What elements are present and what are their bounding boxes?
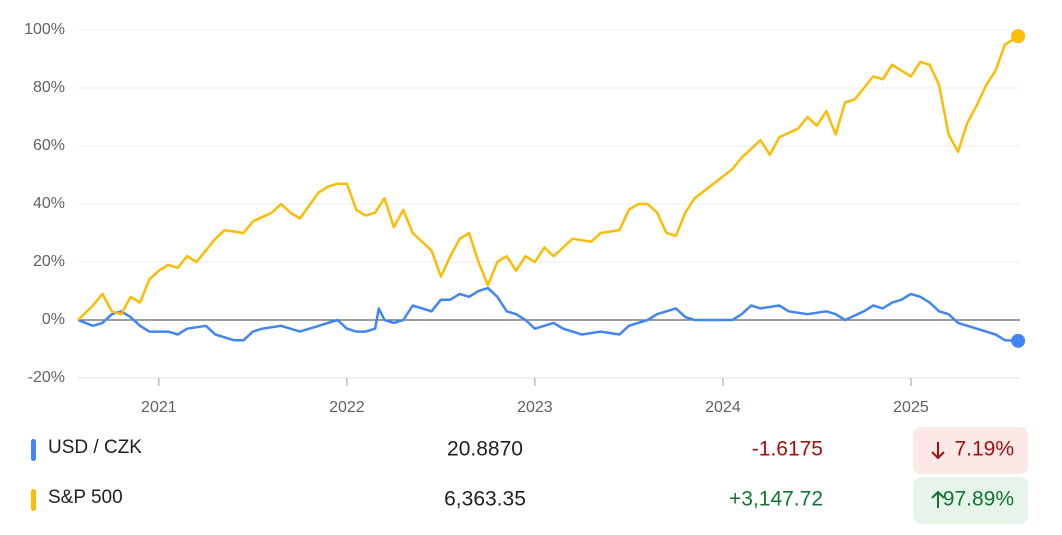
- percent: 97.89%: [943, 488, 1014, 511]
- x-tick-label: 2021: [141, 399, 177, 416]
- y-tick-label: 40%: [33, 195, 65, 212]
- series-line: [77, 286, 1019, 343]
- x-tick-label: 2025: [893, 399, 929, 416]
- x-tick-label: 2024: [705, 399, 741, 416]
- percent-badge: [913, 427, 1028, 474]
- legend-label: USD / CZK: [48, 437, 142, 458]
- y-tick-label: 20%: [33, 253, 65, 270]
- y-tick-label: 60%: [33, 137, 65, 154]
- y-tick-label: 0%: [42, 311, 65, 328]
- series-line: [77, 35, 1019, 321]
- price: 20.8870: [447, 438, 523, 461]
- percent-badge: [913, 477, 1028, 524]
- change: +3,147.72: [729, 488, 823, 511]
- arrow-icon: [931, 442, 945, 460]
- legend-label: S&P 500: [48, 487, 123, 508]
- change: -1.6175: [752, 438, 823, 461]
- arrow-icon: [931, 490, 945, 508]
- y-tick-label: -20%: [28, 369, 65, 386]
- legend-swatch: [31, 489, 36, 511]
- end-dot: [1011, 29, 1026, 44]
- x-tick-label: 2023: [517, 399, 553, 416]
- y-tick-label: 100%: [24, 21, 65, 38]
- y-tick-label: 80%: [33, 79, 65, 96]
- end-dot: [1011, 333, 1026, 348]
- price: 6,363.35: [444, 488, 526, 511]
- x-tick-label: 2022: [329, 399, 365, 416]
- legend-swatch: [31, 439, 36, 461]
- percent: 7.19%: [954, 438, 1014, 461]
